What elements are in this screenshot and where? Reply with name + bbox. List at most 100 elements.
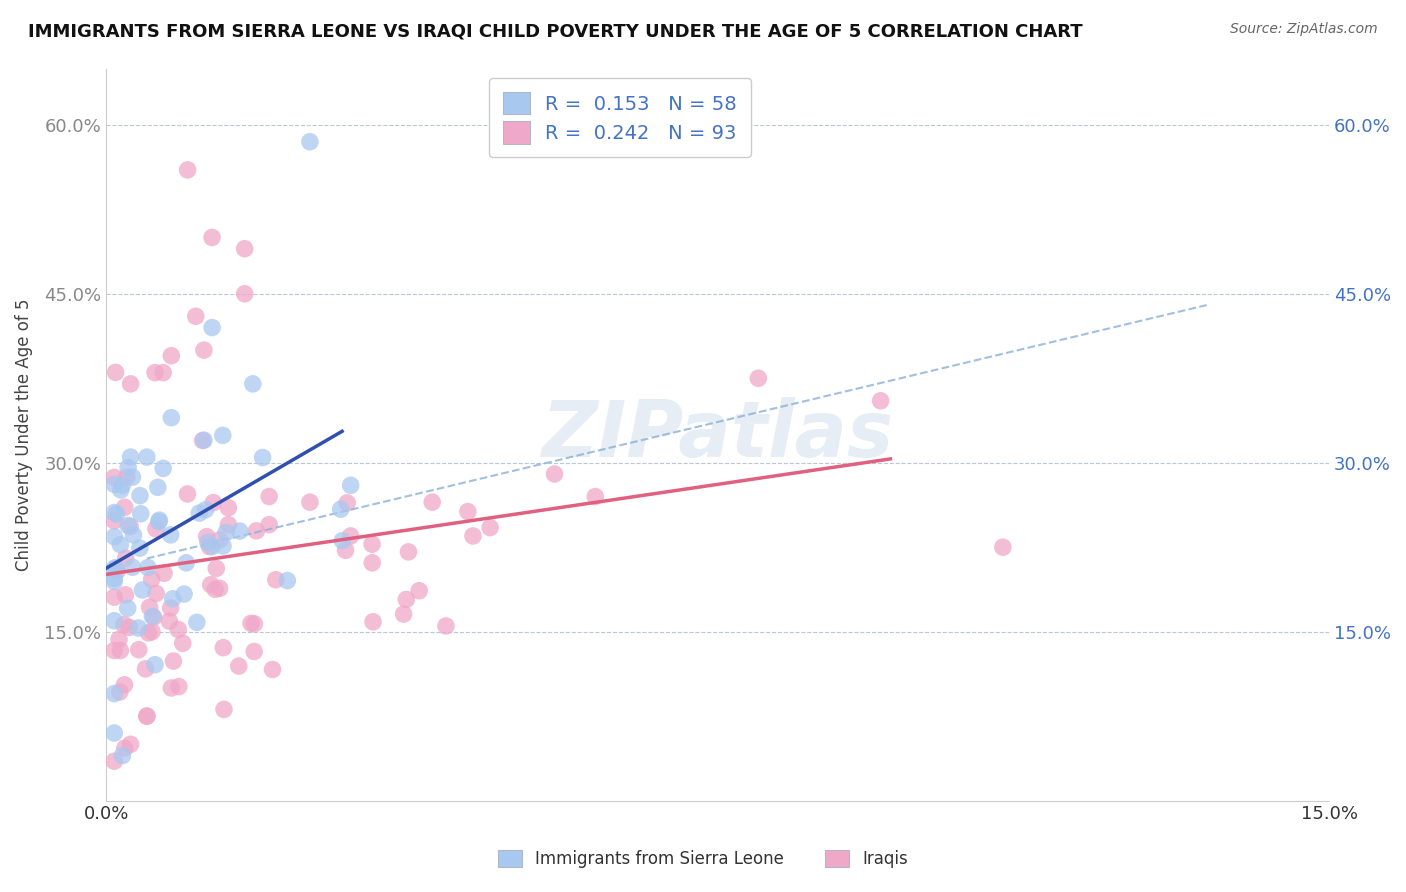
Point (129, 489, 152, 503)
Point (159, 601, 181, 615)
Point (103, 477, 125, 491)
Point (112, 617, 135, 632)
Text: ZIPatlas: ZIPatlas (541, 397, 894, 473)
Point (157, 614, 180, 628)
Point (103, 726, 125, 740)
Point (193, 433, 215, 447)
Point (135, 709, 157, 723)
Point (243, 644, 266, 658)
Point (211, 428, 233, 442)
Point (228, 659, 250, 673)
Legend: R =  0.153   N = 58, R =  0.242   N = 93: R = 0.153 N = 58, R = 0.242 N = 93 (489, 78, 751, 157)
Point (252, 450, 274, 465)
Point (141, 624, 163, 639)
Point (103, 571, 125, 585)
Point (276, 574, 298, 588)
Point (104, 366, 127, 380)
Point (264, 573, 287, 587)
Point (159, 528, 181, 542)
Text: Source: ZipAtlas.com: Source: ZipAtlas.com (1230, 22, 1378, 37)
Point (127, 621, 149, 635)
Point (120, 376, 142, 391)
Point (229, 524, 252, 538)
Point (103, 574, 125, 589)
Point (242, 376, 264, 391)
Point (245, 524, 267, 538)
Point (114, 741, 136, 756)
Point (461, 529, 484, 543)
Point (233, 242, 256, 256)
Point (191, 434, 214, 448)
Point (201, 540, 224, 554)
Point (104, 560, 127, 574)
Point (233, 286, 256, 301)
Point (162, 591, 184, 606)
Point (105, 564, 128, 578)
Point (141, 572, 163, 586)
Point (217, 500, 239, 515)
Point (115, 470, 138, 484)
Point (111, 748, 134, 763)
Point (120, 519, 142, 533)
Point (361, 615, 384, 629)
Point (298, 135, 321, 149)
Point (153, 566, 176, 581)
Point (103, 562, 125, 576)
Point (103, 643, 125, 657)
Point (167, 680, 190, 694)
Text: IMMIGRANTS FROM SIERRA LEONE VS IRAQI CHILD POVERTY UNDER THE AGE OF 5 CORRELATI: IMMIGRANTS FROM SIERRA LEONE VS IRAQI CH… (28, 22, 1083, 40)
Point (117, 460, 139, 475)
Point (176, 162, 198, 177)
Point (583, 490, 606, 504)
Point (114, 588, 136, 602)
Point (167, 623, 190, 637)
Point (361, 556, 384, 570)
Point (408, 583, 430, 598)
Point (335, 543, 357, 558)
Point (392, 607, 415, 621)
Point (197, 535, 219, 549)
Point (110, 538, 132, 552)
Point (262, 663, 284, 677)
Point (201, 320, 224, 334)
Point (204, 582, 226, 597)
Point (111, 478, 134, 492)
Point (103, 590, 125, 604)
Point (212, 539, 235, 553)
Point (395, 592, 418, 607)
Point (434, 619, 457, 633)
Point (135, 709, 157, 723)
Point (188, 506, 211, 520)
Point (138, 626, 160, 640)
Point (121, 560, 143, 574)
Point (186, 615, 208, 630)
Y-axis label: Child Poverty Under the Age of 5: Child Poverty Under the Age of 5 (15, 298, 32, 571)
Point (103, 470, 125, 484)
Point (108, 685, 131, 699)
Point (160, 349, 183, 363)
Point (143, 366, 166, 380)
Point (747, 371, 769, 385)
Point (145, 522, 167, 536)
Point (257, 517, 280, 532)
Point (398, 545, 420, 559)
Point (146, 480, 169, 494)
Point (202, 495, 225, 509)
Point (208, 533, 231, 547)
Point (243, 616, 266, 631)
Point (135, 450, 157, 464)
Legend: Immigrants from Sierra Leone, Iraqis: Immigrants from Sierra Leone, Iraqis (492, 843, 914, 875)
Point (120, 737, 142, 751)
Point (991, 540, 1014, 554)
Point (329, 502, 352, 516)
Point (117, 518, 139, 533)
Point (215, 525, 238, 540)
Point (142, 610, 165, 624)
Point (212, 702, 235, 716)
Point (103, 514, 125, 528)
Point (184, 310, 207, 324)
Point (114, 500, 136, 515)
Point (869, 393, 891, 408)
Point (339, 529, 361, 543)
Point (145, 586, 167, 600)
